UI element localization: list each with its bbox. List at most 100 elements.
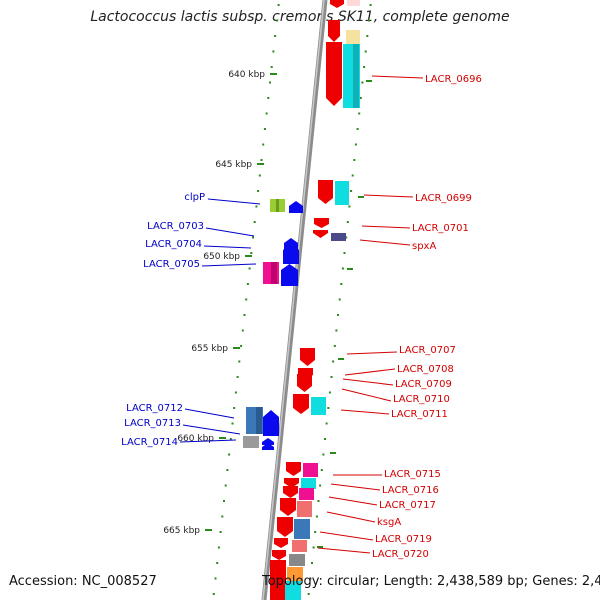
genome-backbone-highlight xyxy=(262,0,325,600)
gene-box xyxy=(287,567,303,581)
scale-dot-right xyxy=(307,593,310,595)
gene-label-lacr_0708[interactable]: LACR_0708 xyxy=(397,364,454,375)
scale-dot-left xyxy=(223,500,225,502)
kbp-label: 660 kbp xyxy=(177,434,214,444)
scale-dot-right xyxy=(330,376,333,378)
gene-label-lacr_0714[interactable]: LACR_0714 xyxy=(121,437,178,448)
scale-dot-right xyxy=(311,562,313,564)
label-leader xyxy=(344,368,396,376)
gene-label-lacr_0712[interactable]: LACR_0712 xyxy=(126,403,183,414)
gene-label-lacr_0710[interactable]: LACR_0710 xyxy=(393,394,450,405)
scale-dot-left xyxy=(257,190,260,192)
gene-label-lacr_0719[interactable]: LACR_0719 xyxy=(375,534,432,545)
gene-arrow-reverse xyxy=(313,230,328,238)
scale-dot-left xyxy=(240,345,243,347)
scale-dot-right xyxy=(354,143,357,146)
gene-label-lacr_0701[interactable]: LACR_0701 xyxy=(412,223,469,234)
label-leader xyxy=(359,239,411,246)
gene-label-lacr_0717[interactable]: LACR_0717 xyxy=(379,500,436,511)
gene-label-lacr_0709[interactable]: LACR_0709 xyxy=(395,379,452,390)
scale-dot-left xyxy=(219,531,222,533)
scale-dot-left xyxy=(275,19,278,22)
scale-dot-right xyxy=(341,267,344,270)
kbp-tick xyxy=(257,163,264,165)
kbp-tick xyxy=(245,255,252,257)
label-leader xyxy=(342,378,394,386)
kbp-label: 655 kbp xyxy=(191,344,228,354)
minor-tick xyxy=(358,196,364,198)
gene-label-lacr_0696[interactable]: LACR_0696 xyxy=(425,74,482,85)
gene-box-shade xyxy=(271,262,277,284)
gene-box xyxy=(297,501,312,517)
scale-dot-left xyxy=(267,97,270,99)
gene-label-lacr_0707[interactable]: LACR_0707 xyxy=(399,345,456,356)
gene-label-lacr_0703[interactable]: LACR_0703 xyxy=(147,221,204,232)
scale-dot-right xyxy=(350,190,353,192)
minor-tick xyxy=(338,358,344,360)
gene-arrow-forward xyxy=(281,264,298,286)
kbp-label: 640 kbp xyxy=(228,70,265,80)
label-leader xyxy=(201,263,257,267)
gene-label-lacr_0699[interactable]: LACR_0699 xyxy=(415,193,472,204)
gene-label-ksga[interactable]: ksgA xyxy=(377,517,401,528)
gene-label-clpp[interactable]: clpP xyxy=(184,192,205,203)
scale-dot-left xyxy=(221,515,224,518)
scale-dot-right xyxy=(356,128,359,130)
gene-arrow-reverse xyxy=(297,374,312,392)
genome-backbone xyxy=(261,0,328,600)
scale-dot-left xyxy=(238,360,241,363)
scale-ticks xyxy=(205,4,372,595)
scale-dot-left xyxy=(252,236,254,239)
gene-label-spxa[interactable]: spxA xyxy=(412,241,436,252)
label-leader xyxy=(330,483,381,491)
gene-arrow-reverse xyxy=(300,348,315,366)
gene-label-lacr_0720[interactable]: LACR_0720 xyxy=(372,549,429,560)
label-leader xyxy=(341,388,392,402)
gene-box-shade xyxy=(276,199,279,212)
scale-dot-right xyxy=(364,50,367,53)
label-leader xyxy=(319,531,374,541)
scale-dot-right xyxy=(348,205,351,208)
scale-dot-left xyxy=(243,314,246,316)
gene-arrow-reverse xyxy=(277,517,293,537)
gene-label-lacr_0705[interactable]: LACR_0705 xyxy=(143,259,200,270)
kbp-tick xyxy=(205,529,212,531)
gene-shapes xyxy=(243,0,360,600)
scale-dot-left xyxy=(216,562,219,564)
gene-label-lacr_0711[interactable]: LACR_0711 xyxy=(391,409,448,420)
gene-label-lacr_0713[interactable]: LACR_0713 xyxy=(124,418,181,429)
gene-label-lacr_0716[interactable]: LACR_0716 xyxy=(382,485,439,496)
scale-dot-left xyxy=(272,50,275,53)
gene-box xyxy=(331,233,346,241)
scale-dot-left xyxy=(228,453,231,456)
scale-dot-left xyxy=(263,128,266,130)
label-leader xyxy=(363,194,414,198)
gene-label-lacr_0704[interactable]: LACR_0704 xyxy=(145,239,202,250)
scale-dot-right xyxy=(319,484,322,487)
label-leader xyxy=(203,245,252,249)
scale-dot-right xyxy=(361,81,364,84)
scale-dot-right xyxy=(314,531,317,533)
scale-dot-left xyxy=(250,252,253,254)
gene-arrow-reverse xyxy=(274,538,288,548)
gene-arrow-forward xyxy=(283,244,299,264)
label-leader xyxy=(182,424,241,435)
scale-dot-left xyxy=(277,4,280,6)
gene-box xyxy=(299,488,314,500)
scale-dot-left xyxy=(212,593,215,595)
scale-dot-right xyxy=(317,500,320,502)
map-title: Lactococcus lactis subsp. cremoris SK11,… xyxy=(90,9,510,25)
label-leader xyxy=(179,439,237,443)
gene-label-lacr_0715[interactable]: LACR_0715 xyxy=(384,469,441,480)
label-leader xyxy=(317,547,371,554)
scale-dot-left xyxy=(229,438,232,440)
kbp-tick xyxy=(233,347,240,349)
scale-dot-right xyxy=(322,453,325,456)
gene-arrow-reverse xyxy=(270,560,286,600)
scale-dot-left xyxy=(233,407,236,409)
minor-tick xyxy=(347,268,353,270)
scale-dot-left xyxy=(245,298,248,301)
label-leader xyxy=(340,409,390,415)
gene-box xyxy=(346,30,360,44)
